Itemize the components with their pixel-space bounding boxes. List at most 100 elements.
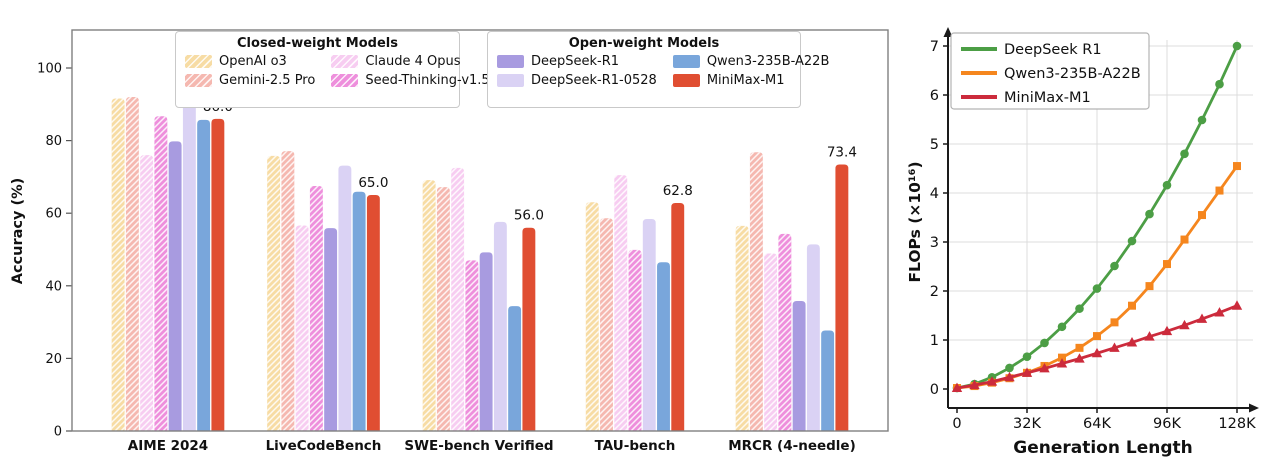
bar-deepseek-r1-0528 (806, 244, 820, 431)
bar-deepseek-r1-0528 (182, 99, 196, 431)
bar-hatch (585, 202, 599, 431)
legend-items: DeepSeek-R1 Qwen3-235B-A22B DeepSeek-R1-05… (497, 54, 829, 88)
legend-swatch (331, 55, 359, 68)
legend-label: Qwen3-235B-A22B (1004, 66, 1141, 82)
bar-minimax-m1 (366, 195, 380, 431)
legend-title: Closed-weight Models (237, 36, 398, 51)
marker-circle (1075, 304, 1084, 313)
bar-hatch (125, 97, 139, 431)
x-tick-label: 96K (1153, 416, 1181, 432)
y-tick-label: 3 (930, 235, 939, 251)
marker-square (1075, 343, 1084, 352)
bar-hatch (154, 116, 168, 432)
marker-triangle (986, 376, 998, 386)
legend-closed-weight-models: Closed-weight Models OpenAI o3 Claude 4 O… (175, 31, 490, 108)
y-tick-label: 0 (54, 425, 62, 440)
legend-item-claude-4-opus: Claude 4 Opus (331, 54, 489, 69)
legend-label: Gemini-2.5 Pro (219, 73, 316, 88)
legend-swatch (185, 74, 212, 87)
plot-border (71, 29, 889, 432)
marker-triangle (1196, 313, 1208, 323)
marker-circle (1232, 41, 1242, 51)
bar-hatch (111, 98, 125, 431)
legend-label: MiniMax-M1 (1004, 90, 1091, 106)
bar-minimax-m1 (671, 203, 685, 431)
bar-hatch (422, 180, 436, 431)
marker-circle (1180, 149, 1189, 159)
bar-hatch (614, 175, 628, 431)
marker-circle (1127, 236, 1137, 246)
legend-label: Qwen3-235B-A22B (706, 54, 830, 69)
x-axis-label: Generation Length (1013, 438, 1193, 458)
bar-value-label: 56.0 (514, 208, 544, 224)
legend-item-seed-thinking-v1-5: Seed-Thinking-v1.5 (331, 73, 490, 88)
bar-hatch (295, 225, 309, 431)
marker-square (1110, 318, 1119, 327)
marker-triangle (1126, 337, 1138, 347)
marker-square (1163, 260, 1171, 269)
marker-circle (1040, 338, 1049, 348)
marker-square (1198, 211, 1206, 220)
legend-items: OpenAI o3 Claude 4 Opus Gemini-2.5 Pro Seed… (185, 54, 490, 88)
marker-square (1128, 301, 1136, 310)
bar-hatch (267, 155, 281, 431)
y-tick-label: 80 (45, 134, 62, 149)
legend-swatch (331, 74, 359, 87)
marker-triangle (969, 379, 980, 390)
bar-qwen3-235b-a22b (821, 330, 835, 431)
bar-hatch (309, 185, 323, 431)
legend-swatch (497, 74, 524, 87)
legend-swatch (672, 55, 700, 68)
marker-circle (1057, 322, 1067, 332)
marker-square (1180, 235, 1189, 244)
marker-square (1215, 186, 1224, 195)
legend-item-deepseek-r1-0528: DeepSeek-R1-0528 (497, 73, 657, 88)
marker-circle (1022, 352, 1032, 361)
legend-item-gemini-2-5-pro: Gemini-2.5 Pro (185, 73, 315, 88)
category-label: LiveCodeBench (266, 438, 382, 454)
legend-label: Seed-Thinking-v1.5 (365, 73, 490, 88)
bar-deepseek-r1 (168, 141, 182, 432)
bar-hatch (281, 151, 295, 431)
marker-circle (1197, 115, 1207, 125)
flops-line-chart: 0 32K 64K 96K 128K 0 1 2 3 4 5 6 7 DeepSeek R1 Qwen3-2… (906, 27, 1259, 458)
y-tick-label: 2 (930, 284, 939, 300)
legend-title: Open-weight Models (568, 36, 720, 51)
y-tick-label: 20 (45, 352, 62, 367)
bar-deepseek-r1-0528 (493, 221, 507, 431)
category-label: TAU-bench (595, 438, 676, 454)
y-axis-label: Accuracy (%) (10, 178, 26, 285)
marker-square (1145, 282, 1154, 291)
marker-triangle (1039, 363, 1050, 373)
bar-deepseek-r1-0528 (642, 219, 656, 431)
bar-hatch (764, 253, 778, 431)
y-tick-label: 4 (930, 186, 939, 202)
bar-value-label: 62.8 (663, 183, 693, 199)
marker-circle (1145, 209, 1154, 219)
legend-item-minimax-m1: MiniMax-M1 (672, 73, 830, 88)
legend-label: OpenAI o3 (219, 54, 287, 69)
legend-item-openai-o3: OpenAI o3 (185, 54, 315, 69)
bar-qwen3-235b-a22b (197, 119, 211, 431)
bar-value-label: 73.4 (827, 145, 857, 161)
bar-hatch (735, 225, 749, 431)
marker-square (1093, 332, 1101, 341)
y-tick-label: 60 (45, 207, 62, 222)
y-tick-label: 5 (930, 137, 939, 153)
category-label: SWE-bench Verified (404, 438, 553, 454)
category-label: MRCR (4-needle) (728, 438, 856, 454)
bar-hatch (749, 152, 763, 431)
x-tick-label: 64K (1083, 416, 1111, 432)
marker-triangle (1179, 319, 1190, 330)
marker-triangle (1021, 367, 1033, 377)
bar-minimax-m1 (835, 164, 849, 432)
legend-label: DeepSeek-R1 (531, 54, 620, 69)
bar-qwen3-235b-a22b (657, 262, 670, 431)
y-tick-label: 0 (930, 382, 939, 398)
category-label: AIME 2024 (128, 438, 208, 454)
legend-swatch (497, 55, 524, 68)
legend-label: DeepSeek-R1-0528 (531, 73, 657, 88)
bar-deepseek-r1 (792, 301, 806, 431)
y-tick-label: 100 (37, 62, 62, 77)
